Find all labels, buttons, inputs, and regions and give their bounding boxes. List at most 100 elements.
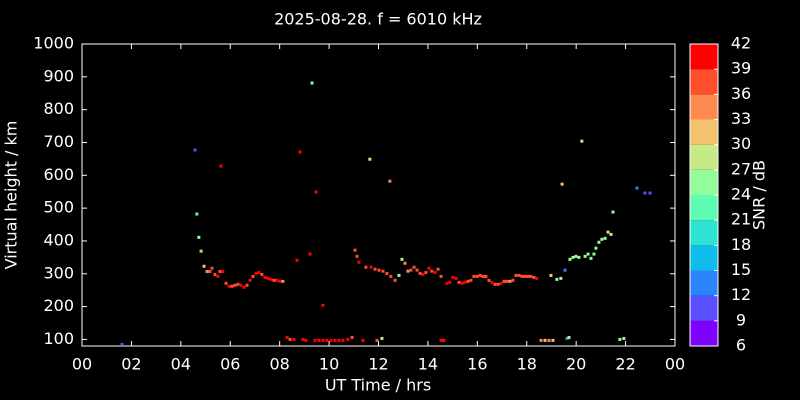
data-point	[346, 337, 350, 341]
data-point	[385, 271, 389, 275]
data-point	[380, 336, 384, 340]
data-point	[304, 338, 308, 342]
data-point	[551, 338, 555, 342]
data-point	[597, 240, 601, 244]
data-point	[418, 271, 422, 275]
x-tick-label: 00	[665, 355, 685, 374]
colorbar-band	[690, 270, 718, 296]
data-point	[361, 338, 365, 342]
data-point	[357, 260, 361, 264]
data-point	[321, 303, 325, 307]
data-point	[424, 270, 428, 274]
y-tick-label: 900	[43, 66, 74, 85]
colorbar-tick-label: 24	[731, 185, 751, 204]
data-point	[301, 337, 305, 341]
colorbar-band	[690, 195, 718, 221]
data-point	[224, 281, 228, 285]
data-point	[230, 284, 234, 288]
data-point	[218, 269, 222, 273]
x-tick-label: 08	[269, 355, 289, 374]
data-point	[517, 273, 521, 277]
data-point	[313, 338, 317, 342]
data-point	[197, 235, 201, 239]
data-point	[308, 252, 312, 256]
data-point	[603, 236, 607, 240]
x-tick-label: 16	[467, 355, 487, 374]
data-point	[281, 279, 285, 283]
data-point	[463, 280, 467, 284]
data-point	[278, 279, 282, 283]
data-point	[236, 282, 240, 286]
data-point	[589, 256, 593, 260]
data-point	[448, 280, 452, 284]
data-point	[529, 274, 533, 278]
colorbar-band	[690, 69, 718, 95]
x-tick-label: 06	[220, 355, 240, 374]
x-tick-label: 10	[319, 355, 339, 374]
data-point	[364, 265, 368, 269]
data-point	[245, 283, 249, 287]
data-point	[454, 276, 458, 280]
data-point	[266, 276, 270, 280]
data-point	[242, 285, 246, 289]
data-point	[120, 342, 124, 346]
colorbar-band	[690, 245, 718, 271]
data-point	[337, 338, 341, 342]
data-point	[317, 338, 321, 342]
chart-title: 2025-08-28. f = 6010 kHz	[274, 10, 482, 29]
data-point	[421, 272, 425, 276]
data-point	[415, 268, 419, 272]
data-point	[460, 281, 464, 285]
y-tick-label: 700	[43, 132, 74, 151]
data-point	[260, 272, 264, 276]
data-point	[523, 274, 527, 278]
data-point	[373, 267, 377, 271]
data-point	[469, 278, 473, 282]
data-point	[583, 254, 587, 258]
data-point	[341, 338, 345, 342]
data-point	[369, 265, 373, 269]
data-point	[210, 266, 214, 270]
data-point	[622, 336, 626, 340]
data-point	[600, 237, 604, 241]
data-point	[403, 261, 407, 265]
data-point	[275, 278, 279, 282]
data-point	[555, 277, 559, 281]
x-tick-label: 04	[171, 355, 191, 374]
data-point	[221, 269, 225, 273]
data-point	[321, 338, 325, 342]
data-point	[433, 270, 437, 274]
data-point	[565, 336, 569, 340]
data-point	[397, 273, 401, 277]
data-point	[427, 266, 431, 270]
data-point	[406, 269, 410, 273]
y-tick-label: 200	[43, 296, 74, 315]
x-tick-label: 20	[566, 355, 586, 374]
data-point	[400, 257, 404, 261]
data-point	[439, 274, 443, 278]
data-point	[514, 273, 518, 277]
data-point	[257, 270, 261, 274]
data-point	[547, 338, 551, 342]
data-point	[493, 282, 497, 286]
data-point	[475, 274, 479, 278]
data-point	[478, 273, 482, 277]
data-point	[451, 275, 455, 279]
data-point	[355, 254, 359, 258]
data-point	[543, 338, 547, 342]
data-point	[568, 257, 572, 261]
colorbar-tick-label: 15	[731, 260, 751, 279]
data-point	[574, 254, 578, 258]
colorbar-tick-label: 9	[736, 310, 746, 329]
data-point	[618, 337, 622, 341]
data-point	[199, 249, 203, 253]
colorbar-tick-label: 36	[731, 84, 751, 103]
colorbar-tick-label: 6	[736, 336, 746, 355]
data-point	[611, 210, 615, 214]
x-tick-label: 14	[418, 355, 438, 374]
data-point	[254, 271, 258, 275]
y-tick-label: 800	[43, 99, 74, 118]
colorbar-band	[690, 94, 718, 120]
data-point	[508, 279, 512, 283]
